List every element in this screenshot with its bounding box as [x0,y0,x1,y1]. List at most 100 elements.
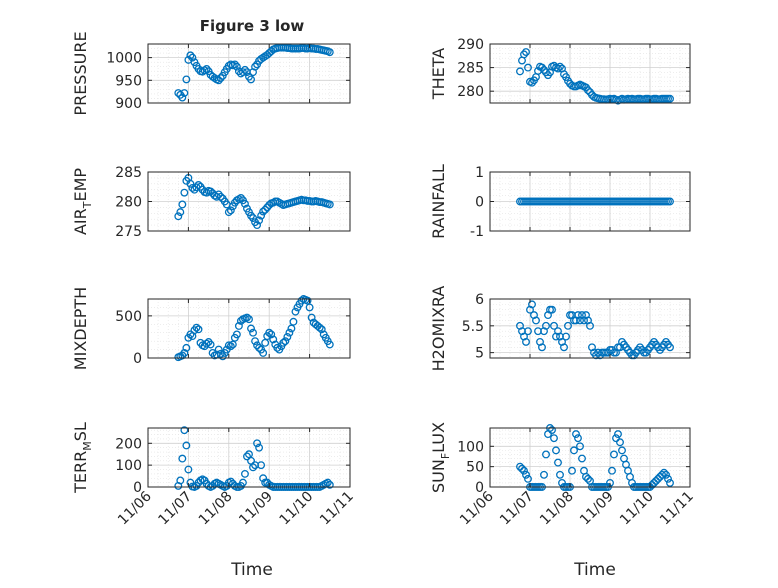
data-point [323,478,332,487]
data-point [180,188,189,197]
subplot-pressure: 900 950 1000 PRESSURE [71,31,351,116]
data-point [249,328,257,337]
data-point [259,348,268,357]
data-point [241,469,249,478]
data-point [652,476,660,485]
data-point [238,478,247,487]
data-point [234,322,243,330]
y-tick-label: 290 [457,37,484,53]
data-point [255,443,264,452]
data-point [245,315,253,324]
y-tick-label: 280 [457,84,484,100]
y-tick-label: 285 [457,61,484,77]
data-point [202,339,211,348]
data-point [236,316,245,325]
data-point [658,470,666,479]
data-point [660,468,668,477]
data-point [303,296,312,305]
y-tick-label: 1 [475,165,484,181]
data-point [556,62,564,71]
data-point [650,478,658,487]
y-tick-label: 5 [475,346,484,362]
data-point [251,62,260,71]
data-point [202,65,211,73]
data-point [257,461,266,470]
data-point [524,63,532,72]
data-point [562,332,570,341]
data-point [184,465,193,474]
y-axis-label-main: TERR [71,451,90,494]
data-point [226,206,235,215]
axes-frame [147,427,351,488]
data-point [226,342,235,351]
y-axis-label: H2OMIXRA [429,286,448,372]
data-point [584,86,592,95]
data-point [666,94,674,103]
data-point [232,62,241,71]
data-point [190,185,199,194]
data-point [586,321,594,330]
data-point [216,74,225,82]
y-axis-label-rest: EMP [71,168,90,202]
data-point [556,470,564,479]
y-tick-label: 100 [457,439,484,455]
subplot-h2omixra: 5 5.5 6 H2OMIXRA [429,286,691,372]
data-point [247,324,255,333]
y-tick-label: 200 [115,436,142,452]
data-point [255,343,264,352]
data-point [522,48,530,56]
data-point [230,60,239,69]
y-tick-label: 280 [115,195,142,211]
data-point [578,454,586,463]
data-point [564,321,572,330]
data-point [520,50,528,59]
data-point [315,323,324,332]
data-point [570,446,578,455]
data-point [518,464,526,473]
data-point [174,212,183,221]
data-point [548,426,556,434]
data-point [176,476,185,485]
data-point [251,337,260,346]
data-point [550,434,558,443]
data-point [253,439,262,448]
y-axis-label: RAINFALL [429,164,448,239]
subplot-rainfall: -1 0 1 RAINFALL [429,164,691,240]
data-point [261,338,270,347]
data-point [200,66,209,75]
data-point [612,434,620,443]
data-point [307,313,316,322]
data-point [325,340,334,349]
data-point [538,63,546,72]
data-point [178,93,187,102]
data-point [568,466,576,475]
data-point [281,337,290,346]
y-tick-label: 900 [115,96,142,112]
data-point [178,200,187,209]
data-point [257,211,266,220]
data-point [186,179,195,188]
data-point [224,208,233,217]
data-point [540,470,548,479]
data-point [552,446,560,455]
y-axis-label-main: SUN [429,459,448,493]
data-point [180,426,189,435]
data-point [243,313,251,322]
y-tick-label: -1 [470,224,484,240]
data-point [305,303,314,312]
data-point [528,300,536,309]
y-axis-label-subscript: F [439,453,452,459]
data-point [628,478,636,487]
y-axis-label: AIRTEMP [71,168,94,235]
data-point [666,478,674,487]
data-point [522,337,530,346]
data-point [524,327,532,336]
y-tick-label: 500 [115,309,142,325]
data-point [560,343,568,352]
data-point [648,481,656,489]
y-tick-label: 0 [475,480,484,496]
data-point [532,316,540,325]
y-tick-label: 0 [133,351,142,367]
data-point [662,470,670,479]
y-axis-label: THETA [429,48,448,100]
